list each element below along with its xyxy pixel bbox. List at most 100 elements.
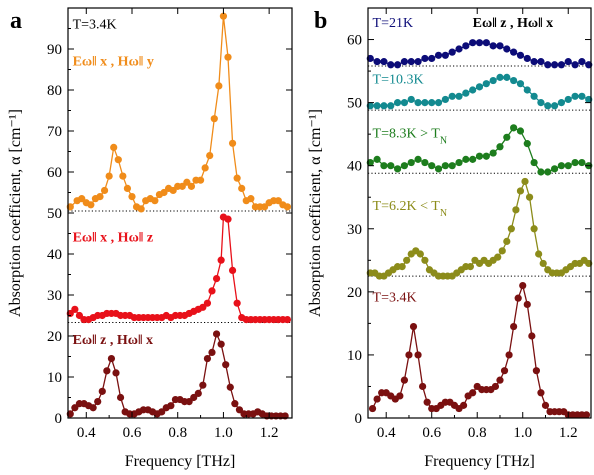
series-2-point	[475, 152, 484, 160]
series-1-point	[530, 92, 538, 100]
series-2-point	[510, 124, 518, 132]
series-0-point	[482, 39, 490, 47]
series-2-point	[185, 398, 193, 406]
series-0-point	[387, 61, 395, 69]
series-4-point	[423, 398, 431, 406]
series-2-point	[203, 354, 212, 363]
series-1-point	[482, 80, 490, 88]
series-2-point	[167, 402, 175, 410]
y-axis-label: Absorption coefficient, α [cm⁻¹]	[7, 109, 24, 317]
series-1-point	[489, 76, 497, 85]
series-2-point	[550, 165, 559, 173]
series-2-point	[578, 158, 586, 167]
series-4-point	[459, 401, 468, 409]
series-0-point	[206, 152, 214, 160]
y-axis-label: Absorption coefficient, α [cm⁻¹]	[307, 109, 324, 317]
series-2-point	[414, 155, 422, 163]
series-0-point	[96, 193, 104, 201]
panel-letter: b	[314, 8, 327, 34]
series-0-point	[247, 195, 255, 203]
series-1-point	[469, 86, 477, 94]
series-4-point	[469, 389, 477, 397]
series-0-point	[274, 197, 282, 205]
series-2-point	[158, 408, 166, 416]
series-2-point	[441, 162, 449, 170]
series-4-point	[519, 281, 527, 290]
series-1-point	[393, 99, 402, 107]
series-1-point	[550, 102, 559, 110]
series-3-point	[507, 225, 515, 233]
series-0-point	[462, 42, 470, 50]
panel-b: b 0.4 0.6 0.8 1.0 1.2 0 10 20 30 40 50 60 Frequency […	[307, 7, 593, 470]
series-0-point	[441, 51, 449, 59]
series-0-point	[87, 201, 95, 209]
series-0-point	[119, 172, 127, 180]
series-2-point	[516, 127, 525, 135]
plot-frame	[67, 7, 293, 419]
series-1-point	[373, 102, 381, 110]
y-tick-label: 70	[47, 124, 62, 140]
series-2-point	[400, 162, 409, 170]
series-0-point	[110, 143, 118, 151]
series-4-point	[496, 376, 504, 384]
series-0-point	[196, 176, 205, 184]
series-4-point	[505, 351, 513, 359]
annotation-5: T=3.4K	[373, 290, 417, 305]
series-3-point	[421, 256, 429, 264]
series-4-point	[491, 382, 500, 391]
series-2-point	[393, 165, 402, 173]
series-0-point	[414, 58, 422, 66]
series-2-point	[190, 393, 198, 402]
series-0-point	[178, 182, 186, 190]
series-3-point	[516, 187, 525, 195]
series-4-point	[405, 351, 413, 359]
y-tick-label: 0	[55, 411, 63, 427]
series-0-point	[380, 58, 388, 66]
series-2-point	[496, 143, 504, 151]
series-0-point	[169, 186, 177, 195]
y-tick-label: 10	[47, 370, 62, 386]
x-tick-label: 0.4	[377, 425, 396, 441]
series-2-point	[226, 383, 234, 391]
series-0-point	[421, 54, 429, 63]
series-0-point	[571, 61, 579, 69]
series-4-point	[523, 300, 531, 309]
x-tick-label: 1.2	[260, 425, 279, 441]
series-0-point	[260, 203, 269, 211]
series-1-point	[544, 102, 552, 110]
series-1-point	[203, 299, 212, 307]
series-0-point	[210, 115, 218, 123]
series-2-point	[564, 162, 572, 170]
series-4-point	[510, 322, 518, 331]
series-1-point	[283, 316, 292, 324]
series-2-point	[208, 348, 216, 356]
series-2-point	[455, 158, 463, 167]
series-1-point	[475, 83, 484, 91]
series-2-point	[557, 162, 566, 170]
y-tick-label: 80	[47, 83, 62, 99]
series-4-point	[514, 294, 522, 302]
series-3-point	[512, 206, 520, 214]
series-0-point	[78, 195, 86, 203]
series-3-point	[494, 253, 502, 261]
series-4-point	[528, 332, 536, 340]
series-1-point	[224, 215, 232, 223]
series-2-point	[94, 398, 102, 406]
annotation-1: Eω‖ x , Hω‖ y	[73, 54, 154, 69]
series-4-point	[409, 322, 418, 331]
series-0-point	[503, 45, 511, 53]
series-1-point	[414, 99, 422, 107]
series-2-point	[448, 162, 456, 170]
plot-frame	[367, 7, 592, 419]
y-tick-label: 50	[347, 96, 362, 112]
series-2-point	[217, 340, 225, 348]
series-0-point	[489, 42, 497, 50]
series-3-point	[466, 263, 474, 271]
series-0-point	[160, 188, 168, 197]
series-1-point	[434, 99, 443, 107]
annotation-2: Eω‖ x , Hω‖ z	[73, 231, 154, 246]
series-0-point	[537, 58, 545, 66]
panel-letter: a	[10, 8, 22, 34]
y-tick-label: 60	[347, 33, 362, 49]
y-tick-label: 50	[47, 206, 62, 222]
